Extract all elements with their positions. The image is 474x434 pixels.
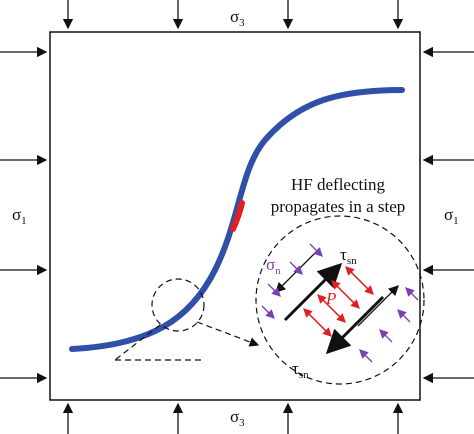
sigma1-right: σ1 xyxy=(444,205,459,227)
sigma-n: σn xyxy=(266,255,281,277)
tau-top: τsn xyxy=(340,245,357,267)
detail xyxy=(261,243,419,363)
tau-bottom: τsn xyxy=(292,359,309,381)
frame xyxy=(49,31,421,401)
annotation-line: HF deflecting xyxy=(291,175,385,194)
sigma3-bottom: σ3 xyxy=(230,407,245,429)
annotation-line: propagates in a step xyxy=(271,197,406,216)
zoom-guides xyxy=(114,215,425,385)
pressure-label: P xyxy=(325,289,336,308)
fracture-path xyxy=(69,87,405,352)
sigma1-left: σ1 xyxy=(12,205,27,227)
sigma3-top: σ3 xyxy=(230,7,245,29)
